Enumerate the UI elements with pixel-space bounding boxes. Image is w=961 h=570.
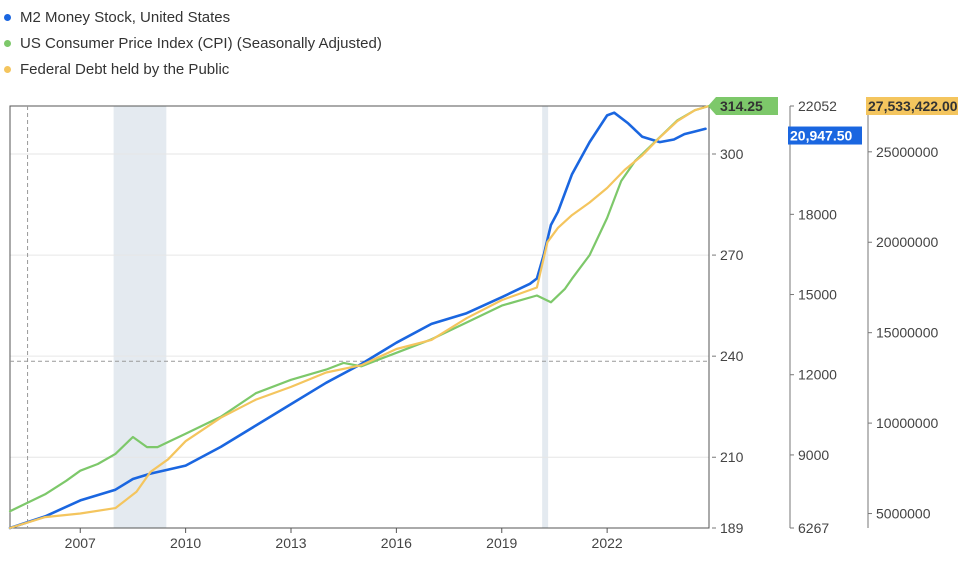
y-tick-label-cpi: 189: [720, 520, 744, 536]
legend-item-debt[interactable]: Federal Debt held by the Public: [4, 56, 382, 82]
series-line-cpi: [8, 104, 711, 513]
legend-label-m2: M2 Money Stock, United States: [20, 8, 231, 26]
y-tick-label-cpi: 300: [720, 146, 744, 162]
badge-shape: [788, 126, 862, 145]
x-tick-label: 2022: [592, 535, 623, 551]
y-tick-label-debt: 20000000: [876, 234, 939, 250]
legend-item-m2[interactable]: M2 Money Stock, United States: [4, 4, 382, 30]
value-badge-cpi: 314.25: [708, 97, 778, 115]
badge-text-debt: 27,533,422.00: [868, 98, 958, 114]
y-tick-label-debt: 5000000: [876, 506, 931, 522]
badge-text-m2: 20,947.50: [790, 128, 852, 144]
y-tick-label-debt: 10000000: [876, 415, 939, 431]
y-tick-label-m2: 6267: [798, 520, 829, 536]
recession-band: [542, 106, 549, 528]
y-tick-label-m2: 18000: [798, 206, 837, 222]
legend-label-debt: Federal Debt held by the Public: [20, 60, 230, 78]
y-tick-label-m2: 15000: [798, 287, 837, 303]
y-tick-label-m2: 12000: [798, 367, 837, 383]
y-tick-label-cpi: 210: [720, 449, 744, 465]
plot-frame: [9, 105, 710, 529]
legend-item-cpi[interactable]: US Consumer Price Index (CPI) (Seasonall…: [4, 30, 382, 56]
x-tick-label: 2010: [170, 535, 201, 551]
legend-dot-debt: [4, 65, 11, 73]
badge-text-cpi: 314.25: [720, 98, 763, 114]
recession-band: [113, 106, 167, 528]
y-tick-label-debt: 25000000: [876, 144, 939, 160]
x-tick-label: 2016: [381, 535, 412, 551]
badge-shape: [708, 97, 778, 115]
legend-dot-m2: [4, 13, 11, 21]
y-tick-label-m2: 9000: [798, 447, 829, 463]
value-badge-debt: 27,533,422.00: [866, 97, 958, 115]
x-tick-label: 2007: [65, 535, 96, 551]
series-line-m2: [8, 111, 707, 530]
x-tick-label: 2013: [275, 535, 306, 551]
y-tick-label-m2: 22052: [798, 98, 837, 114]
legend-label-cpi: US Consumer Price Index (CPI) (Seasonall…: [20, 34, 382, 52]
y-tick-label-cpi: 270: [720, 247, 744, 263]
legend-dot-cpi: [4, 39, 11, 47]
legend: M2 Money Stock, United States US Consume…: [4, 4, 382, 82]
x-tick-label: 2019: [486, 535, 517, 551]
value-badge-m2: 20,947.50: [788, 126, 862, 145]
series-line-debt: [8, 104, 711, 530]
badge-shape: [866, 97, 958, 115]
y-tick-label-debt: 15000000: [876, 325, 939, 341]
y-tick-label-cpi: 240: [720, 348, 744, 364]
